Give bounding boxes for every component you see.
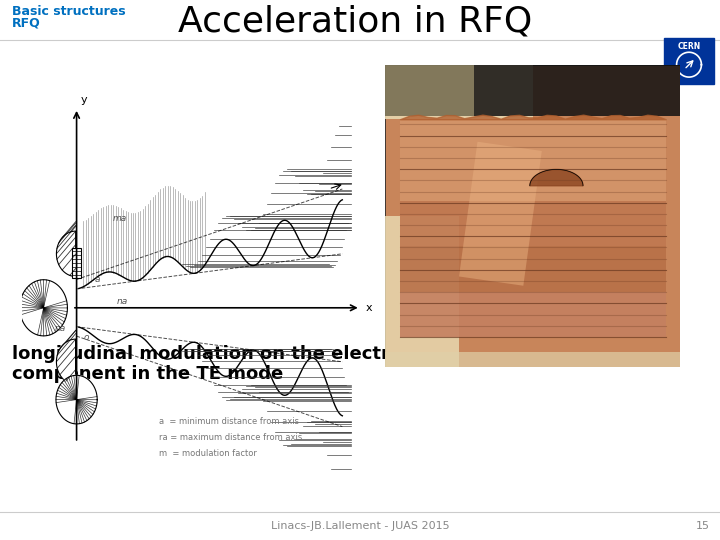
Bar: [385, 216, 459, 367]
Text: na: na: [117, 297, 128, 306]
Bar: [73, 248, 81, 278]
Text: o: o: [84, 333, 89, 342]
Text: Linacs-JB.Lallement - JUAS 2015: Linacs-JB.Lallement - JUAS 2015: [271, 521, 449, 531]
Text: CERN: CERN: [678, 42, 701, 51]
Polygon shape: [56, 375, 97, 424]
Text: ra = maximum distance from axis: ra = maximum distance from axis: [159, 433, 302, 442]
Bar: [459, 141, 541, 286]
Bar: [400, 246, 666, 292]
Text: ma: ma: [113, 214, 127, 223]
Text: Acceleration in RFQ: Acceleration in RFQ: [178, 4, 532, 38]
Text: longitudinal modulation on the electrodes creates a longitudinal: longitudinal modulation on the electrode…: [12, 345, 665, 363]
Text: x: x: [365, 303, 372, 313]
Text: 15: 15: [696, 521, 710, 531]
Bar: [400, 292, 666, 337]
Polygon shape: [19, 280, 68, 336]
Bar: [385, 65, 474, 116]
Polygon shape: [56, 231, 76, 276]
Text: y: y: [80, 95, 87, 105]
Text: component in the TE mode: component in the TE mode: [12, 365, 283, 383]
Bar: [400, 119, 666, 201]
Bar: [474, 65, 680, 116]
Text: a: a: [94, 275, 100, 284]
Bar: [385, 65, 533, 119]
Text: m  = modulation factor: m = modulation factor: [159, 449, 257, 458]
Text: RFQ: RFQ: [12, 17, 41, 30]
Text: na: na: [55, 324, 66, 333]
Polygon shape: [530, 170, 583, 186]
Bar: [400, 201, 666, 246]
Text: a  = minimum distance from axis: a = minimum distance from axis: [159, 417, 299, 426]
Bar: [385, 352, 680, 367]
Bar: [664, 38, 714, 84]
Polygon shape: [56, 339, 76, 384]
Text: Basic structures: Basic structures: [12, 5, 125, 18]
